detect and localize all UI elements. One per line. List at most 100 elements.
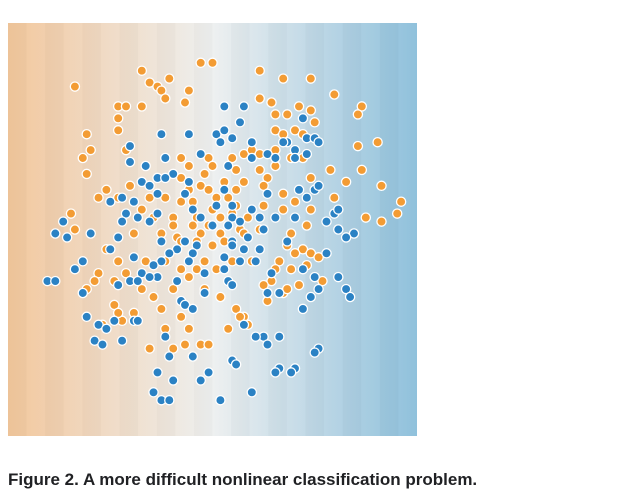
data-point-blue [254, 212, 265, 223]
data-point-blue [285, 367, 297, 378]
data-point-blue [183, 176, 195, 188]
data-point-orange [305, 73, 317, 84]
data-point-blue [203, 367, 214, 378]
data-point-orange [164, 73, 175, 84]
data-point-orange [69, 224, 81, 235]
data-point-blue [344, 291, 356, 303]
data-point-blue [234, 117, 246, 128]
data-point-blue [305, 291, 317, 303]
data-point-orange [207, 57, 218, 69]
data-point-orange [85, 144, 96, 156]
data-point-orange [65, 208, 77, 219]
data-point-orange [293, 101, 305, 112]
gradient-band [361, 23, 380, 436]
data-point-blue [164, 248, 175, 259]
data-point-orange [136, 101, 148, 112]
data-point-blue [234, 216, 246, 227]
data-point-blue [57, 216, 69, 227]
data-point-blue [309, 271, 320, 283]
data-point-orange [309, 117, 320, 128]
data-point-orange [69, 81, 81, 92]
data-point-orange [175, 152, 187, 164]
data-point-blue [152, 208, 163, 219]
data-point-orange [360, 212, 372, 223]
data-point-orange [148, 291, 159, 303]
data-point-blue [226, 132, 238, 144]
data-point-blue [195, 148, 206, 160]
data-point-blue [293, 184, 305, 196]
data-point-blue [77, 287, 89, 299]
data-point-blue [207, 220, 218, 231]
data-point-blue [234, 256, 246, 267]
data-point-orange [277, 204, 289, 215]
data-point-blue [124, 140, 136, 152]
data-point-orange [305, 105, 317, 116]
data-point-blue [219, 263, 230, 275]
data-point-blue [246, 204, 258, 215]
data-point-orange [289, 248, 301, 259]
data-point-orange [325, 164, 336, 176]
data-point-blue [128, 196, 140, 207]
data-point-orange [293, 279, 305, 291]
data-point-orange [183, 271, 195, 283]
data-point-orange [285, 263, 297, 275]
data-point-orange [199, 256, 210, 267]
data-point-blue [222, 220, 234, 231]
data-point-blue [179, 236, 191, 247]
data-point-orange [391, 208, 403, 219]
data-point-blue [132, 275, 144, 287]
data-point-blue [238, 319, 250, 331]
data-point-blue [277, 136, 289, 148]
data-point-blue [215, 394, 226, 406]
data-point-orange [81, 168, 92, 180]
data-point-blue [297, 263, 309, 275]
data-point-blue [254, 244, 265, 255]
data-point-blue [274, 331, 285, 342]
data-point-blue [262, 339, 273, 350]
data-point-blue [333, 204, 344, 215]
data-point-blue [69, 263, 81, 275]
data-point-blue [313, 180, 324, 192]
data-point-orange [81, 128, 92, 140]
data-point-orange [207, 240, 218, 251]
data-point-blue [321, 216, 332, 227]
data-point-blue [164, 394, 175, 406]
data-point-blue [199, 287, 210, 299]
data-point-blue [219, 101, 230, 112]
data-point-blue [297, 113, 309, 124]
data-point-orange [254, 93, 265, 104]
data-point-blue [297, 303, 309, 315]
data-point-orange [195, 57, 206, 69]
data-point-orange [395, 196, 407, 207]
scatter-canvas [8, 23, 417, 436]
data-point-orange [203, 339, 214, 350]
data-point-orange [258, 200, 269, 211]
data-point-orange [305, 204, 317, 215]
data-point-orange [128, 228, 140, 239]
data-point-blue [144, 271, 155, 283]
data-point-blue [179, 188, 191, 200]
data-point-orange [183, 160, 195, 172]
data-point-blue [156, 236, 167, 247]
data-point-blue [128, 252, 140, 263]
data-point-blue [152, 188, 163, 200]
data-point-orange [289, 196, 301, 207]
data-point-orange [215, 212, 226, 223]
data-point-orange [203, 184, 214, 196]
data-point-orange [372, 136, 383, 148]
data-point-blue [219, 125, 230, 136]
gradient-band [27, 23, 46, 436]
data-point-blue [215, 136, 226, 148]
data-point-blue [77, 256, 89, 267]
data-point-orange [277, 73, 289, 84]
data-point-orange [329, 89, 340, 100]
data-point-blue [199, 267, 210, 279]
data-point-orange [281, 109, 293, 120]
gradient-band [101, 23, 120, 436]
data-point-blue [242, 232, 254, 243]
data-point-blue [301, 148, 313, 160]
data-point-orange [156, 303, 167, 315]
data-point-blue [187, 204, 199, 215]
data-point-orange [277, 188, 289, 200]
data-point-blue [124, 156, 136, 168]
